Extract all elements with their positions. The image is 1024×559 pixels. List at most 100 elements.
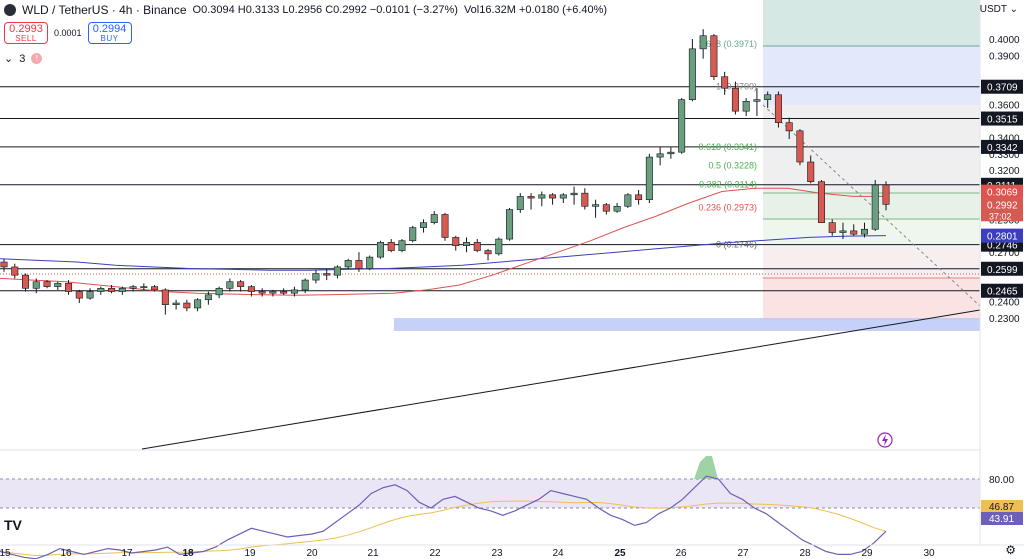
ema-red-line [0,187,886,296]
candle-body [592,204,600,207]
time-tick: 19 [244,548,256,559]
time-tick: 25 [614,548,626,559]
price-tick: 0.3200 [989,166,1020,177]
buy-button[interactable]: 0.2994 BUY [87,22,132,44]
candle-body [742,101,750,112]
fib-label: 0.236 (0.2973) [698,202,757,212]
currency-label: USDT [979,4,1007,15]
candle-body [409,227,417,242]
fib-label: 1 (0.3709) [716,82,757,92]
candle-body [452,237,460,246]
candle-body [774,94,782,123]
ohlc-values: O0.3094 H0.3133 L0.2956 C0.2992 −0.0101 … [192,4,458,16]
time-axis[interactable]: 15 16 17 18 19 20 21 22 23 24 25 26 27 28 29 30 [0,548,935,559]
candle-body [538,194,546,199]
rsi-band [0,479,980,508]
sell-price: 0.2993 [9,23,43,35]
time-tick: 18 [182,548,194,559]
candle-body [828,222,836,233]
currency-selector[interactable]: USDT ⌄ [979,4,1018,15]
price-badge [981,197,1023,222]
candle-body [559,194,567,199]
candle-body [699,35,707,50]
rsi-badge-label: 43.91 [989,514,1014,525]
sell-label: SELL [15,34,37,43]
candle-body [495,238,503,255]
candle-body [151,286,159,291]
level-badge-label: 0.2746 [987,241,1018,252]
indicators-toggle[interactable]: ⌄ 3 ! [4,52,43,65]
rsi-badge [981,500,1023,513]
sell-button[interactable]: 0.2993 SELL [4,22,48,44]
candles [0,29,890,315]
candle-body [161,289,169,305]
candle-body [32,281,40,289]
level-badge-label: 0.3709 [987,83,1018,94]
price-badge [981,184,1023,199]
price-tick: 0.2700 [989,248,1020,259]
support-zone[interactable] [394,318,980,331]
candle-body [11,266,19,276]
candle-body [204,294,212,301]
time-tick: 16 [60,548,72,559]
gear-icon[interactable]: ⚙ [1005,543,1016,557]
candle-body [269,291,277,294]
fib-label: 1.618 (0.3971) [698,39,757,49]
rsi-overbought-fill [694,456,718,479]
time-tick: 23 [491,548,503,559]
candle-body [398,240,406,251]
candle-body [441,214,449,238]
time-tick: 22 [429,548,441,559]
time-tick: 29 [861,548,873,559]
time-tick: 28 [799,548,811,559]
tradingview-logo[interactable]: TV [4,517,22,533]
candle-body [0,261,8,268]
candle-body [129,286,137,289]
candle-body [871,184,879,230]
candle-body [366,256,374,269]
candle-body [688,48,696,100]
lightning-icon[interactable] [877,432,893,448]
ascending-trendline[interactable] [141,309,981,450]
candle-body [280,291,288,294]
candle-body [237,281,245,287]
candle-body [118,287,126,292]
chevron-down-icon[interactable]: ⌄ [4,53,14,65]
level-badge [981,79,1023,94]
symbol-title[interactable]: WLD / TetherUS · 4h · Binance [22,3,187,17]
indicator-count: 3 [19,52,26,65]
candle-body [817,181,825,223]
candle-body [645,156,653,201]
ema-blue-line [0,235,887,271]
candle-body [764,94,772,100]
level-badge-label: 0.2465 [987,287,1018,298]
fib-label: 0.382 (0.3114) [699,179,757,189]
price-tick: 0.4000 [989,35,1020,46]
fib-retracement[interactable] [763,0,980,320]
buy-label: BUY [100,34,119,43]
candle-body [290,289,298,294]
candle-body [344,260,352,268]
candle-body [54,283,62,287]
candle-body [97,287,105,292]
time-tick: 24 [552,548,564,559]
trade-panel: 0.2993 SELL 0.0001 0.2994 BUY [4,22,132,44]
candle-body [860,228,868,235]
candle-body [807,161,815,182]
price-badge-label: 0.2801 [987,232,1018,243]
time-tick: 15 [0,548,11,559]
candle-body [22,274,30,289]
level-badge [981,111,1023,126]
spread-value: 0.0001 [54,28,82,38]
candle-body [570,192,578,196]
error-icon[interactable]: ! [31,53,43,64]
candle-body [602,204,610,212]
candle-body [613,205,621,212]
candle-body [635,194,643,201]
candle-body [75,291,83,299]
price-tick: 0.3900 [989,51,1020,62]
time-tick: 21 [367,548,379,559]
buy-price: 0.2994 [92,23,127,35]
